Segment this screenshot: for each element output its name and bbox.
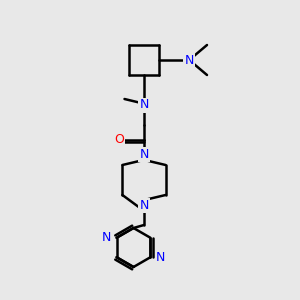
Text: O: O <box>115 133 124 146</box>
Text: N: N <box>139 148 149 161</box>
Text: N: N <box>156 251 165 264</box>
Text: N: N <box>139 98 149 112</box>
Text: N: N <box>139 199 149 212</box>
Text: N: N <box>102 231 111 244</box>
Text: N: N <box>184 53 194 67</box>
